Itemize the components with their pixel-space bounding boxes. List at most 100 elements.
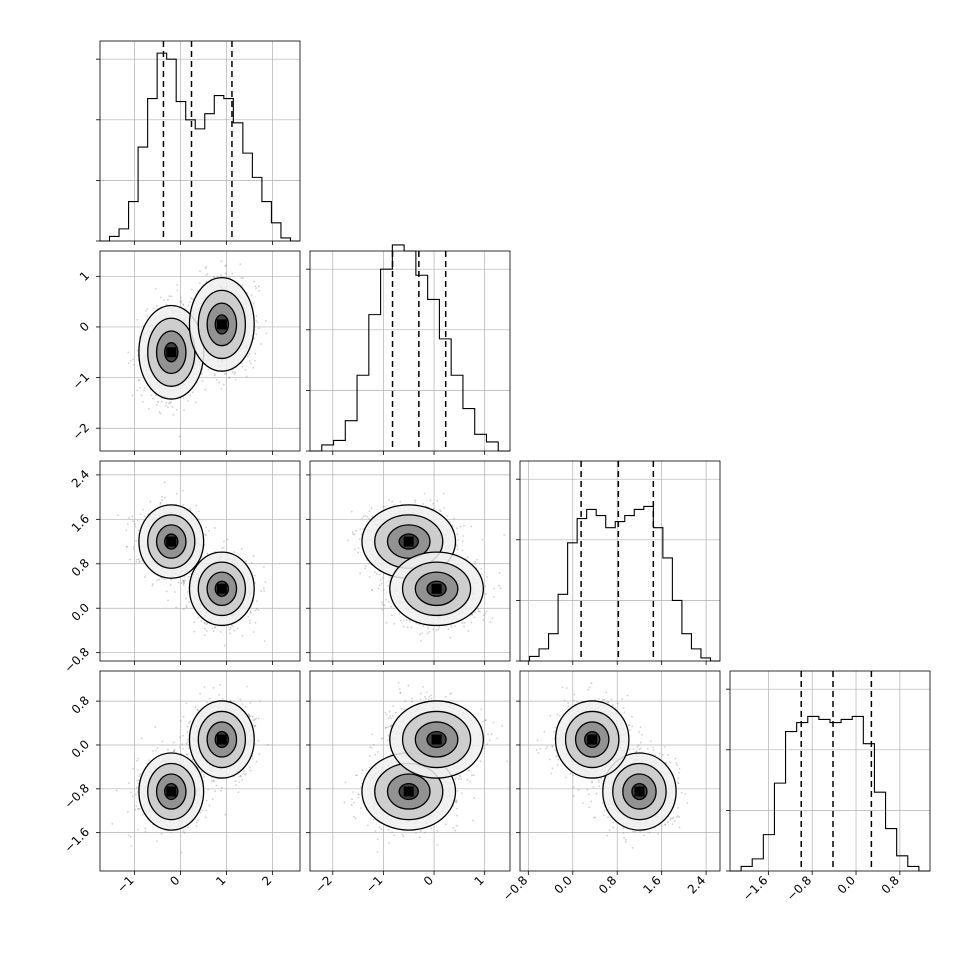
scatter-point <box>252 631 255 633</box>
scatter-point <box>252 302 255 305</box>
scatter-point <box>381 603 384 606</box>
scatter-point <box>426 632 429 635</box>
scatter-point <box>204 267 207 270</box>
scatter-point <box>241 365 244 368</box>
scatter-point <box>136 318 139 321</box>
scatter-point <box>137 379 140 382</box>
scatter-point <box>153 307 155 310</box>
scatter-point <box>143 576 146 578</box>
scatter-point <box>224 265 227 268</box>
scatter-point <box>250 562 253 564</box>
scatter-point <box>132 545 135 548</box>
scatter-point <box>155 394 158 397</box>
scatter-point <box>200 373 203 376</box>
scatter-point <box>152 397 154 400</box>
scatter-point <box>205 629 208 632</box>
histogram-step-line <box>730 715 930 872</box>
scatter-point <box>132 547 135 550</box>
scatter-point <box>206 272 209 275</box>
scatter-point <box>180 582 183 585</box>
scatter-point <box>163 299 166 302</box>
scatter-point <box>233 551 236 554</box>
scatter-point <box>175 493 178 495</box>
scatter-point <box>129 558 131 561</box>
scatter-point <box>182 580 185 583</box>
scatter-point <box>241 634 244 637</box>
scatter-point <box>255 608 258 611</box>
scatter-point <box>117 514 119 517</box>
scatter-point <box>164 496 166 499</box>
scatter-point <box>244 369 247 371</box>
scatter-point <box>188 301 191 304</box>
scatter-point <box>182 409 185 412</box>
histogram-step-line <box>520 505 720 662</box>
scatter-point <box>265 332 268 335</box>
scatter-point <box>246 355 249 358</box>
scatter-point <box>163 578 166 581</box>
y-tick-label: −2 <box>70 420 92 442</box>
scatter-point <box>168 402 171 405</box>
scatter-point <box>257 609 260 611</box>
scatter-point <box>165 590 168 593</box>
x-tick-label: 0.0 <box>835 873 858 896</box>
scatter-point <box>157 401 159 404</box>
scatter-point <box>176 289 179 292</box>
scatter-point <box>213 275 216 278</box>
scatter-point <box>213 626 216 629</box>
scatter-point <box>146 308 149 311</box>
scatter-point <box>138 386 141 389</box>
scatter-point <box>226 538 229 541</box>
panel-background <box>100 41 300 241</box>
scatter-point <box>149 500 152 503</box>
scatter-point <box>255 319 258 322</box>
scatter-point <box>388 580 391 583</box>
scatter-point <box>229 626 232 629</box>
scatter-point <box>211 627 214 630</box>
scatter-point <box>249 610 252 613</box>
panel-frame <box>99 40 301 242</box>
scatter-point <box>182 304 185 306</box>
scatter-point <box>198 282 201 285</box>
scatter-point <box>205 274 208 277</box>
scatter-point <box>160 577 163 579</box>
scatter-point <box>191 391 194 394</box>
scatter-point <box>215 378 218 381</box>
scatter-point <box>228 628 231 631</box>
scatter-point <box>155 305 158 307</box>
scatter-point <box>470 621 473 624</box>
scatter-point <box>220 274 222 277</box>
scatter-point <box>171 406 174 408</box>
scatter-point <box>131 394 134 397</box>
scatter-point <box>381 608 384 611</box>
y-tick-label: 0.0 <box>69 600 92 623</box>
scatter-point <box>222 383 225 386</box>
scatter-point <box>152 583 154 586</box>
scatter-point <box>477 610 480 613</box>
scatter-point <box>189 394 192 397</box>
scatter-point <box>132 358 135 361</box>
scatter-point <box>218 381 221 384</box>
scatter-point <box>180 299 183 302</box>
scatter-point <box>172 413 175 416</box>
scatter-point <box>140 394 143 397</box>
scatter-point <box>384 506 387 508</box>
panel-frame <box>729 670 931 872</box>
scatter-point <box>231 371 234 374</box>
scatter-points <box>117 481 267 647</box>
scatter-point <box>137 558 140 561</box>
scatter-point <box>263 566 265 568</box>
scatter-point <box>491 617 494 620</box>
scatter-point <box>205 526 207 529</box>
scatter-point <box>264 319 267 322</box>
scatter-point <box>163 481 166 484</box>
panel-background <box>310 251 510 451</box>
scatter-point <box>258 327 260 330</box>
scatter-point <box>188 601 190 603</box>
scatter-point <box>128 516 130 519</box>
scatter-panel-1-3: −0.80.00.81.62.4 <box>62 460 301 675</box>
scatter-point <box>177 581 180 584</box>
scatter-point <box>252 338 255 341</box>
scatter-point <box>160 400 163 403</box>
scatter-point <box>203 621 206 624</box>
